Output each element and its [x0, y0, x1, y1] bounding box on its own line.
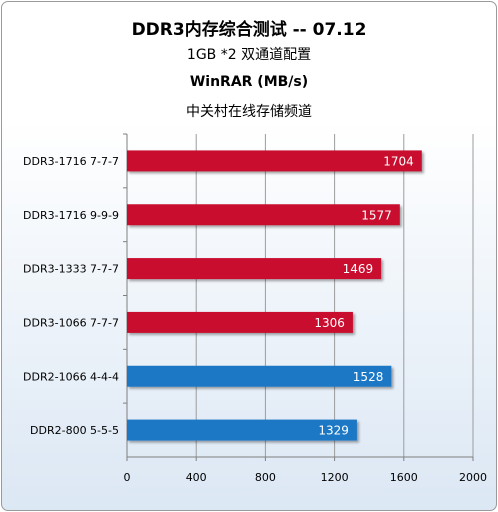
category-label: DDR2-1066 4-4-4: [23, 370, 119, 383]
bar-value-label: 1577: [361, 208, 392, 222]
x-tick-label: 2000: [459, 471, 487, 484]
source-label: 中关村在线存储频道: [186, 104, 312, 120]
bar: [127, 419, 357, 441]
chart-subtitle: 1GB *2 双通道配置: [186, 47, 312, 63]
category-label: DDR2-800 5-5-5: [30, 424, 119, 437]
x-tick-label: 400: [186, 471, 207, 484]
x-tick-label: 1600: [390, 471, 418, 484]
x-tick-label: 800: [255, 471, 276, 484]
bar-value-label: 1469: [343, 262, 374, 276]
bar: [127, 365, 392, 387]
benchmark-label: WinRAR (MB/s): [189, 74, 309, 90]
category-label: DDR3-1333 7-7-7: [23, 263, 119, 276]
bar: [127, 204, 400, 226]
bar: [127, 258, 382, 280]
x-tick-label: 1200: [321, 471, 349, 484]
category-label: DDR3-1716 7-7-7: [23, 155, 119, 168]
bar: [127, 311, 353, 333]
x-tick-label: 0: [124, 471, 131, 484]
bar-value-label: 1704: [383, 154, 414, 168]
bar-value-label: 1329: [318, 424, 349, 438]
bar: [127, 150, 422, 172]
bar-value-label: 1306: [314, 316, 345, 330]
category-label: DDR3-1716 9-9-9: [23, 209, 119, 222]
bar-value-label: 1528: [353, 370, 384, 384]
category-label: DDR3-1066 7-7-7: [23, 316, 119, 329]
chart-title: DDR3内存综合测试 -- 07.12: [131, 20, 367, 40]
